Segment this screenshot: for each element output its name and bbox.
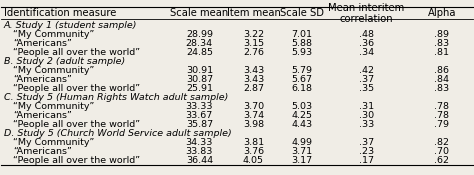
Text: .48: .48 [359,30,374,39]
Text: 5.67: 5.67 [292,75,312,84]
Text: 7.01: 7.01 [292,30,312,39]
Text: C. Study 5 (Human Rights Watch adult sample): C. Study 5 (Human Rights Watch adult sam… [4,93,228,102]
Text: .42: .42 [359,66,374,75]
Text: 34.33: 34.33 [186,138,213,147]
Text: 3.43: 3.43 [243,75,264,84]
Text: 4.25: 4.25 [292,111,312,120]
Text: 3.22: 3.22 [243,30,264,39]
Text: “My Community”: “My Community” [13,30,94,39]
Text: .62: .62 [435,156,449,165]
Text: 5.03: 5.03 [292,102,312,111]
Text: 30.91: 30.91 [186,66,213,75]
Text: .34: .34 [359,48,374,57]
Text: .89: .89 [435,30,449,39]
Text: 5.88: 5.88 [292,39,312,48]
Text: 6.18: 6.18 [292,84,312,93]
Text: 3.15: 3.15 [243,39,264,48]
Text: .82: .82 [435,138,449,147]
Text: .86: .86 [435,66,449,75]
Text: “Americans”: “Americans” [13,111,72,120]
Text: “My Community”: “My Community” [13,138,94,147]
Text: 5.79: 5.79 [292,66,312,75]
Text: 24.85: 24.85 [186,48,213,57]
Text: 4.99: 4.99 [292,138,312,147]
Text: 3.71: 3.71 [292,147,312,156]
Text: .84: .84 [435,75,449,84]
Text: .83: .83 [434,39,449,48]
Text: Identification measure: Identification measure [4,8,116,18]
Text: D. Study 5 (Church World Service adult sample): D. Study 5 (Church World Service adult s… [4,129,231,138]
Text: 3.98: 3.98 [243,120,264,129]
Text: 28.99: 28.99 [186,30,213,39]
Text: 2.87: 2.87 [243,84,264,93]
Text: “People all over the world”: “People all over the world” [13,48,140,57]
Text: 2.76: 2.76 [243,48,264,57]
Text: 33.67: 33.67 [186,111,213,120]
Text: .31: .31 [359,102,374,111]
Text: “Americans”: “Americans” [13,75,72,84]
Text: .83: .83 [434,84,449,93]
Text: .17: .17 [359,156,374,165]
Text: 3.43: 3.43 [243,66,264,75]
Text: .78: .78 [435,111,449,120]
Text: 3.74: 3.74 [243,111,264,120]
Text: .35: .35 [359,84,374,93]
Text: Alpha: Alpha [428,8,456,18]
Text: .30: .30 [359,111,374,120]
Text: Item mean: Item mean [227,8,281,18]
Text: A. Study 1 (student sample): A. Study 1 (student sample) [4,21,137,30]
Text: .70: .70 [435,147,449,156]
Text: .79: .79 [435,120,449,129]
Text: Mean interitem
correlation: Mean interitem correlation [328,3,405,24]
Text: 33.83: 33.83 [186,147,213,156]
Text: “Americans”: “Americans” [13,39,72,48]
Text: “People all over the world”: “People all over the world” [13,156,140,165]
Text: .23: .23 [359,147,374,156]
Text: .78: .78 [435,102,449,111]
Text: 35.87: 35.87 [186,120,213,129]
Text: 3.70: 3.70 [243,102,264,111]
Text: .37: .37 [359,138,374,147]
Text: 28.34: 28.34 [186,39,213,48]
Text: “People all over the world”: “People all over the world” [13,120,140,129]
Text: “My Community”: “My Community” [13,66,94,75]
Text: 4.05: 4.05 [243,156,264,165]
Text: 36.44: 36.44 [186,156,213,165]
Text: 25.91: 25.91 [186,84,213,93]
Text: 4.43: 4.43 [292,120,312,129]
Text: .33: .33 [359,120,374,129]
Text: “People all over the world”: “People all over the world” [13,84,140,93]
Text: B. Study 2 (adult sample): B. Study 2 (adult sample) [4,57,125,66]
Text: 30.87: 30.87 [186,75,213,84]
Text: 3.17: 3.17 [292,156,312,165]
Text: 5.93: 5.93 [292,48,312,57]
Text: .81: .81 [435,48,449,57]
Text: “My Community”: “My Community” [13,102,94,111]
Text: “Americans”: “Americans” [13,147,72,156]
Text: Scale SD: Scale SD [280,8,324,18]
Text: .36: .36 [359,39,374,48]
Text: 3.81: 3.81 [243,138,264,147]
Text: .37: .37 [359,75,374,84]
Text: 33.33: 33.33 [185,102,213,111]
Text: 3.76: 3.76 [243,147,264,156]
Text: Scale mean: Scale mean [170,8,228,18]
